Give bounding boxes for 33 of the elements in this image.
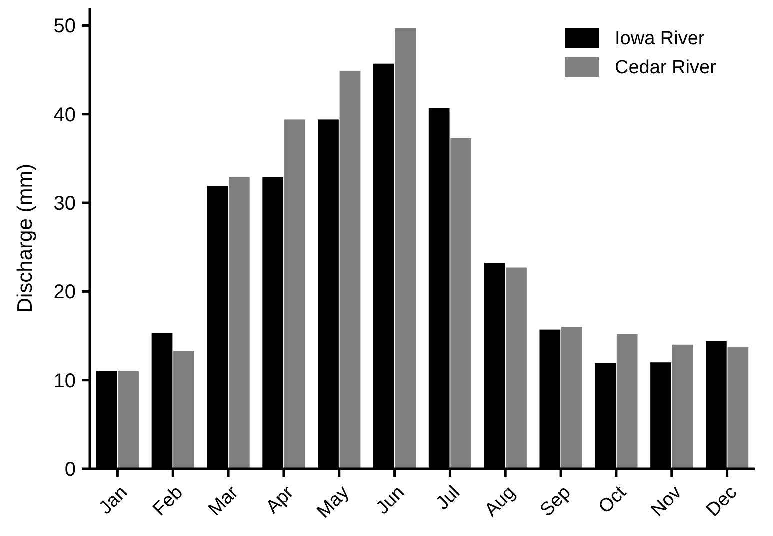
x-tick-label: Jan (95, 482, 132, 519)
x-tick-label: Nov (647, 482, 686, 522)
x-tick-label: Aug (481, 482, 520, 522)
y-tick-label: 40 (54, 104, 76, 126)
x-tick-label: Jun (372, 482, 410, 519)
x-tick-label: Feb (149, 482, 188, 520)
bar (395, 28, 416, 469)
bar (728, 348, 749, 469)
legend-label: Cedar River (615, 58, 718, 79)
x-tick-label: Sep (536, 482, 576, 522)
y-tick-label: 30 (54, 193, 76, 216)
x-tick-label: Jul (432, 482, 464, 514)
bar (450, 138, 472, 469)
bar (284, 120, 306, 469)
y-tick-label: 20 (54, 282, 76, 304)
bar (616, 334, 638, 469)
bar (118, 371, 140, 469)
x-tick-label: May (313, 482, 354, 523)
bar (506, 268, 527, 469)
y-axis-title: Discharge (mm) (14, 164, 37, 314)
bar (561, 327, 582, 469)
y-tick-label: 50 (54, 16, 76, 38)
bar (340, 70, 361, 469)
y-tick-label: 0 (64, 459, 76, 481)
bar (228, 177, 250, 469)
x-tick-label: Mar (204, 482, 244, 520)
legend-label: Iowa River (615, 28, 706, 50)
x-tick-label: Dec (702, 482, 742, 522)
bar (672, 344, 694, 469)
x-tick-label: Oct (594, 482, 632, 518)
bar (174, 351, 194, 469)
x-tick-label: Apr (262, 482, 299, 518)
y-tick-label: 10 (54, 370, 76, 392)
